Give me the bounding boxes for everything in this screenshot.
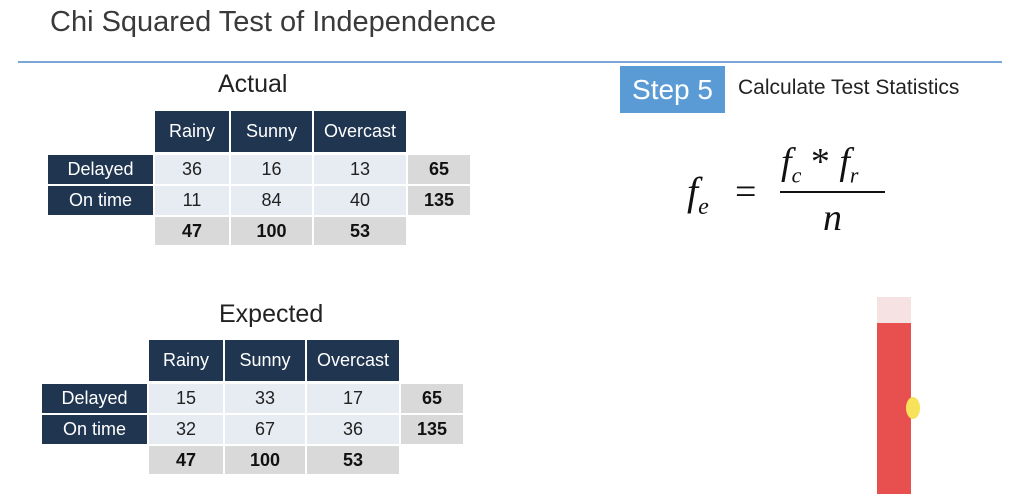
column-total: 53 xyxy=(307,446,399,474)
formula-lhs-subscript: e xyxy=(698,194,709,220)
expected-table-title: Expected xyxy=(219,300,324,328)
slide-title: Chi Squared Test of Independence xyxy=(50,6,497,38)
table-cell: 13 xyxy=(314,155,406,184)
row-total: 135 xyxy=(401,415,463,444)
step-badge: Step 5 xyxy=(620,66,725,113)
formula-numerator: fc * fr xyxy=(781,140,858,189)
formula-lhs: fe xyxy=(687,168,709,221)
column-total: 47 xyxy=(149,446,223,474)
column-total: 47 xyxy=(155,217,229,245)
table-cell: 17 xyxy=(307,384,399,413)
formula-equals: = xyxy=(735,171,757,213)
table-cell: 15 xyxy=(149,384,223,413)
column-total: 100 xyxy=(231,217,312,245)
formula-denominator: n xyxy=(823,197,842,239)
step-description: Calculate Test Statistics xyxy=(738,76,960,99)
column-total: 100 xyxy=(225,446,305,474)
formula-lhs-symbol: f xyxy=(687,169,699,214)
table-cell: 36 xyxy=(155,155,229,184)
formula-fr-subscript: r xyxy=(849,162,859,188)
column-header-rainy: Rainy xyxy=(149,340,223,381)
column-header-rainy: Rainy xyxy=(155,111,229,152)
column-header-sunny: Sunny xyxy=(225,340,305,381)
cursor-highlight-icon xyxy=(906,397,920,419)
formula-multiply: * xyxy=(801,141,840,183)
row-header-on-time: On time xyxy=(42,415,147,444)
row-header-delayed: Delayed xyxy=(48,155,153,184)
red-bar xyxy=(877,297,911,494)
formula-fr-symbol: f xyxy=(839,141,850,183)
formula-fc-subscript: c xyxy=(791,162,802,188)
table-cell: 32 xyxy=(149,415,223,444)
row-header-on-time: On time xyxy=(48,186,153,215)
column-header-overcast: Overcast xyxy=(307,340,399,381)
table-cell: 33 xyxy=(225,384,305,413)
row-total: 65 xyxy=(408,155,470,184)
row-total: 65 xyxy=(401,384,463,413)
red-bar-highlight xyxy=(877,297,911,323)
fraction-bar xyxy=(780,191,885,193)
title-divider xyxy=(18,61,1002,63)
table-cell: 36 xyxy=(307,415,399,444)
table-cell: 84 xyxy=(231,186,312,215)
table-cell: 40 xyxy=(314,186,406,215)
table-cell: 11 xyxy=(155,186,229,215)
expected-frequency-formula: fe = fc * fr n xyxy=(685,140,915,240)
row-total: 135 xyxy=(408,186,470,215)
table-cell: 67 xyxy=(225,415,305,444)
column-total: 53 xyxy=(314,217,406,245)
actual-table-title: Actual xyxy=(218,70,288,98)
row-header-delayed: Delayed xyxy=(42,384,147,413)
column-header-sunny: Sunny xyxy=(231,111,312,152)
formula-fc-symbol: f xyxy=(781,141,792,183)
table-cell: 16 xyxy=(231,155,312,184)
column-header-overcast: Overcast xyxy=(314,111,406,152)
